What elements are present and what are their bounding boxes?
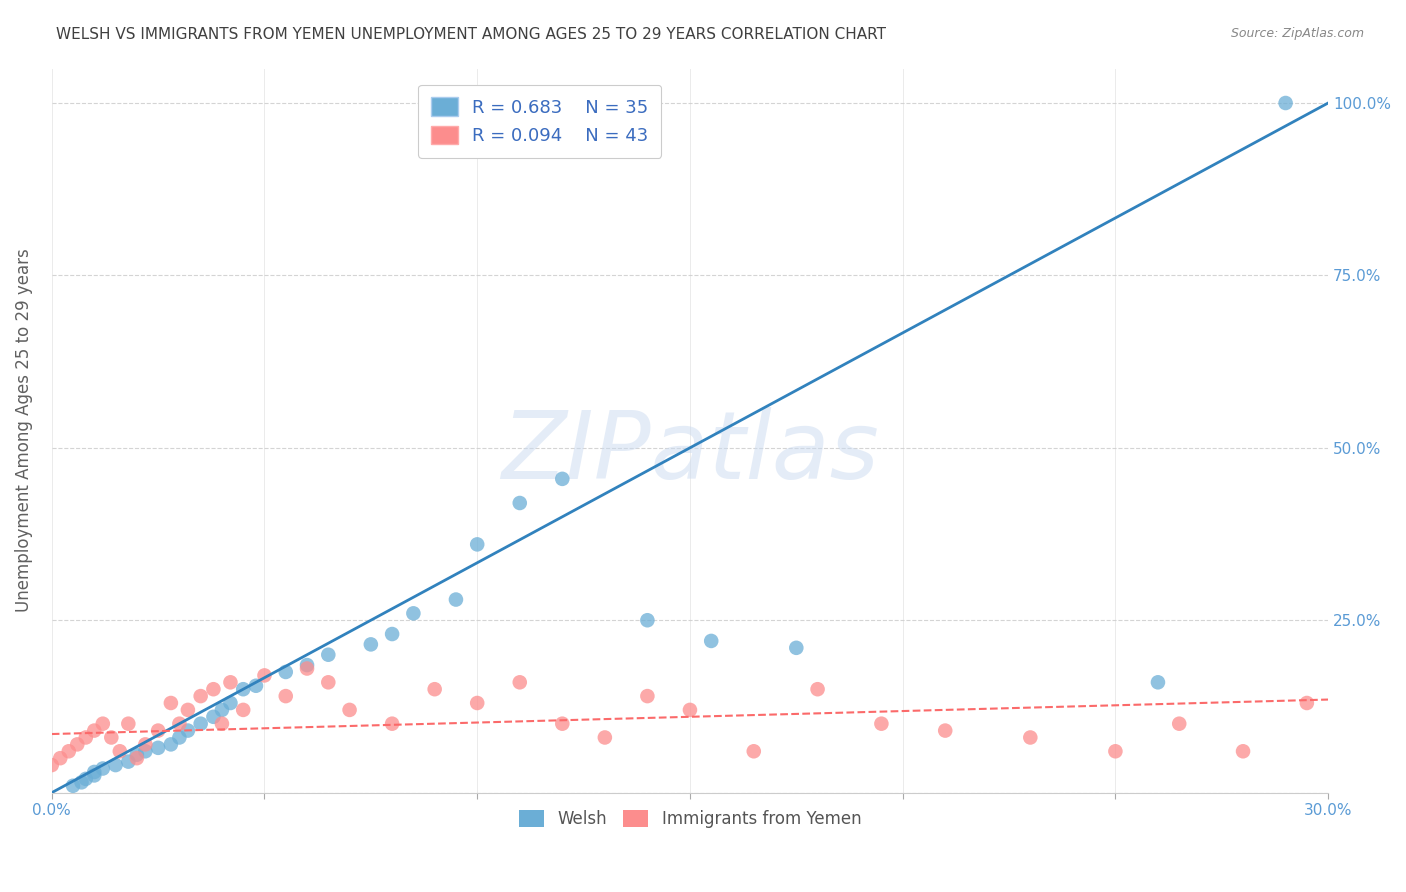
Point: [211, 716, 233, 731]
Point: [679, 703, 702, 717]
Point: [146, 740, 169, 755]
Point: [339, 703, 361, 717]
Text: Source: ZipAtlas.com: Source: ZipAtlas.com: [1230, 27, 1364, 40]
Point: [66, 738, 89, 752]
Point: [1295, 696, 1317, 710]
Point: [381, 627, 404, 641]
Point: [381, 716, 404, 731]
Point: [465, 537, 488, 551]
Point: [295, 658, 318, 673]
Point: [190, 689, 212, 703]
Point: [219, 696, 242, 710]
Point: [58, 744, 80, 758]
Point: [1019, 731, 1042, 745]
Point: [232, 703, 254, 717]
Point: [636, 613, 658, 627]
Point: [83, 723, 105, 738]
Legend: Welsh, Immigrants from Yemen: Welsh, Immigrants from Yemen: [512, 804, 868, 835]
Point: [1274, 95, 1296, 110]
Point: [806, 682, 828, 697]
Point: [117, 716, 139, 731]
Point: [100, 731, 122, 745]
Point: [1147, 675, 1170, 690]
Point: [232, 682, 254, 697]
Point: [75, 772, 97, 786]
Point: [83, 768, 105, 782]
Point: [202, 682, 225, 697]
Point: [91, 762, 114, 776]
Point: [219, 675, 242, 690]
Point: [742, 744, 765, 758]
Point: [551, 716, 574, 731]
Point: [551, 472, 574, 486]
Point: [785, 640, 807, 655]
Point: [360, 637, 382, 651]
Point: [211, 703, 233, 717]
Point: [444, 592, 467, 607]
Point: [104, 758, 127, 772]
Point: [160, 738, 183, 752]
Point: [49, 751, 72, 765]
Point: [169, 731, 191, 745]
Point: [134, 738, 156, 752]
Point: [1168, 716, 1191, 731]
Point: [190, 716, 212, 731]
Point: [316, 648, 339, 662]
Point: [125, 747, 148, 762]
Point: [108, 744, 131, 758]
Point: [75, 731, 97, 745]
Point: [274, 665, 297, 679]
Point: [636, 689, 658, 703]
Point: [177, 703, 200, 717]
Point: [316, 675, 339, 690]
Point: [160, 696, 183, 710]
Point: [274, 689, 297, 703]
Point: [1104, 744, 1126, 758]
Point: [423, 682, 446, 697]
Point: [125, 751, 148, 765]
Point: [295, 661, 318, 675]
Point: [593, 731, 616, 745]
Point: [402, 607, 425, 621]
Point: [934, 723, 956, 738]
Point: [509, 675, 531, 690]
Point: [62, 779, 84, 793]
Point: [91, 716, 114, 731]
Point: [70, 775, 93, 789]
Point: [700, 634, 723, 648]
Y-axis label: Unemployment Among Ages 25 to 29 years: Unemployment Among Ages 25 to 29 years: [15, 249, 32, 613]
Point: [465, 696, 488, 710]
Point: [245, 679, 267, 693]
Point: [41, 758, 63, 772]
Point: [134, 744, 156, 758]
Point: [146, 723, 169, 738]
Point: [202, 710, 225, 724]
Text: WELSH VS IMMIGRANTS FROM YEMEN UNEMPLOYMENT AMONG AGES 25 TO 29 YEARS CORRELATIO: WELSH VS IMMIGRANTS FROM YEMEN UNEMPLOYM…: [56, 27, 886, 42]
Text: ZIPatlas: ZIPatlas: [501, 407, 879, 498]
Point: [117, 755, 139, 769]
Point: [177, 723, 200, 738]
Point: [169, 716, 191, 731]
Point: [83, 764, 105, 779]
Point: [253, 668, 276, 682]
Point: [509, 496, 531, 510]
Point: [870, 716, 893, 731]
Point: [1232, 744, 1254, 758]
